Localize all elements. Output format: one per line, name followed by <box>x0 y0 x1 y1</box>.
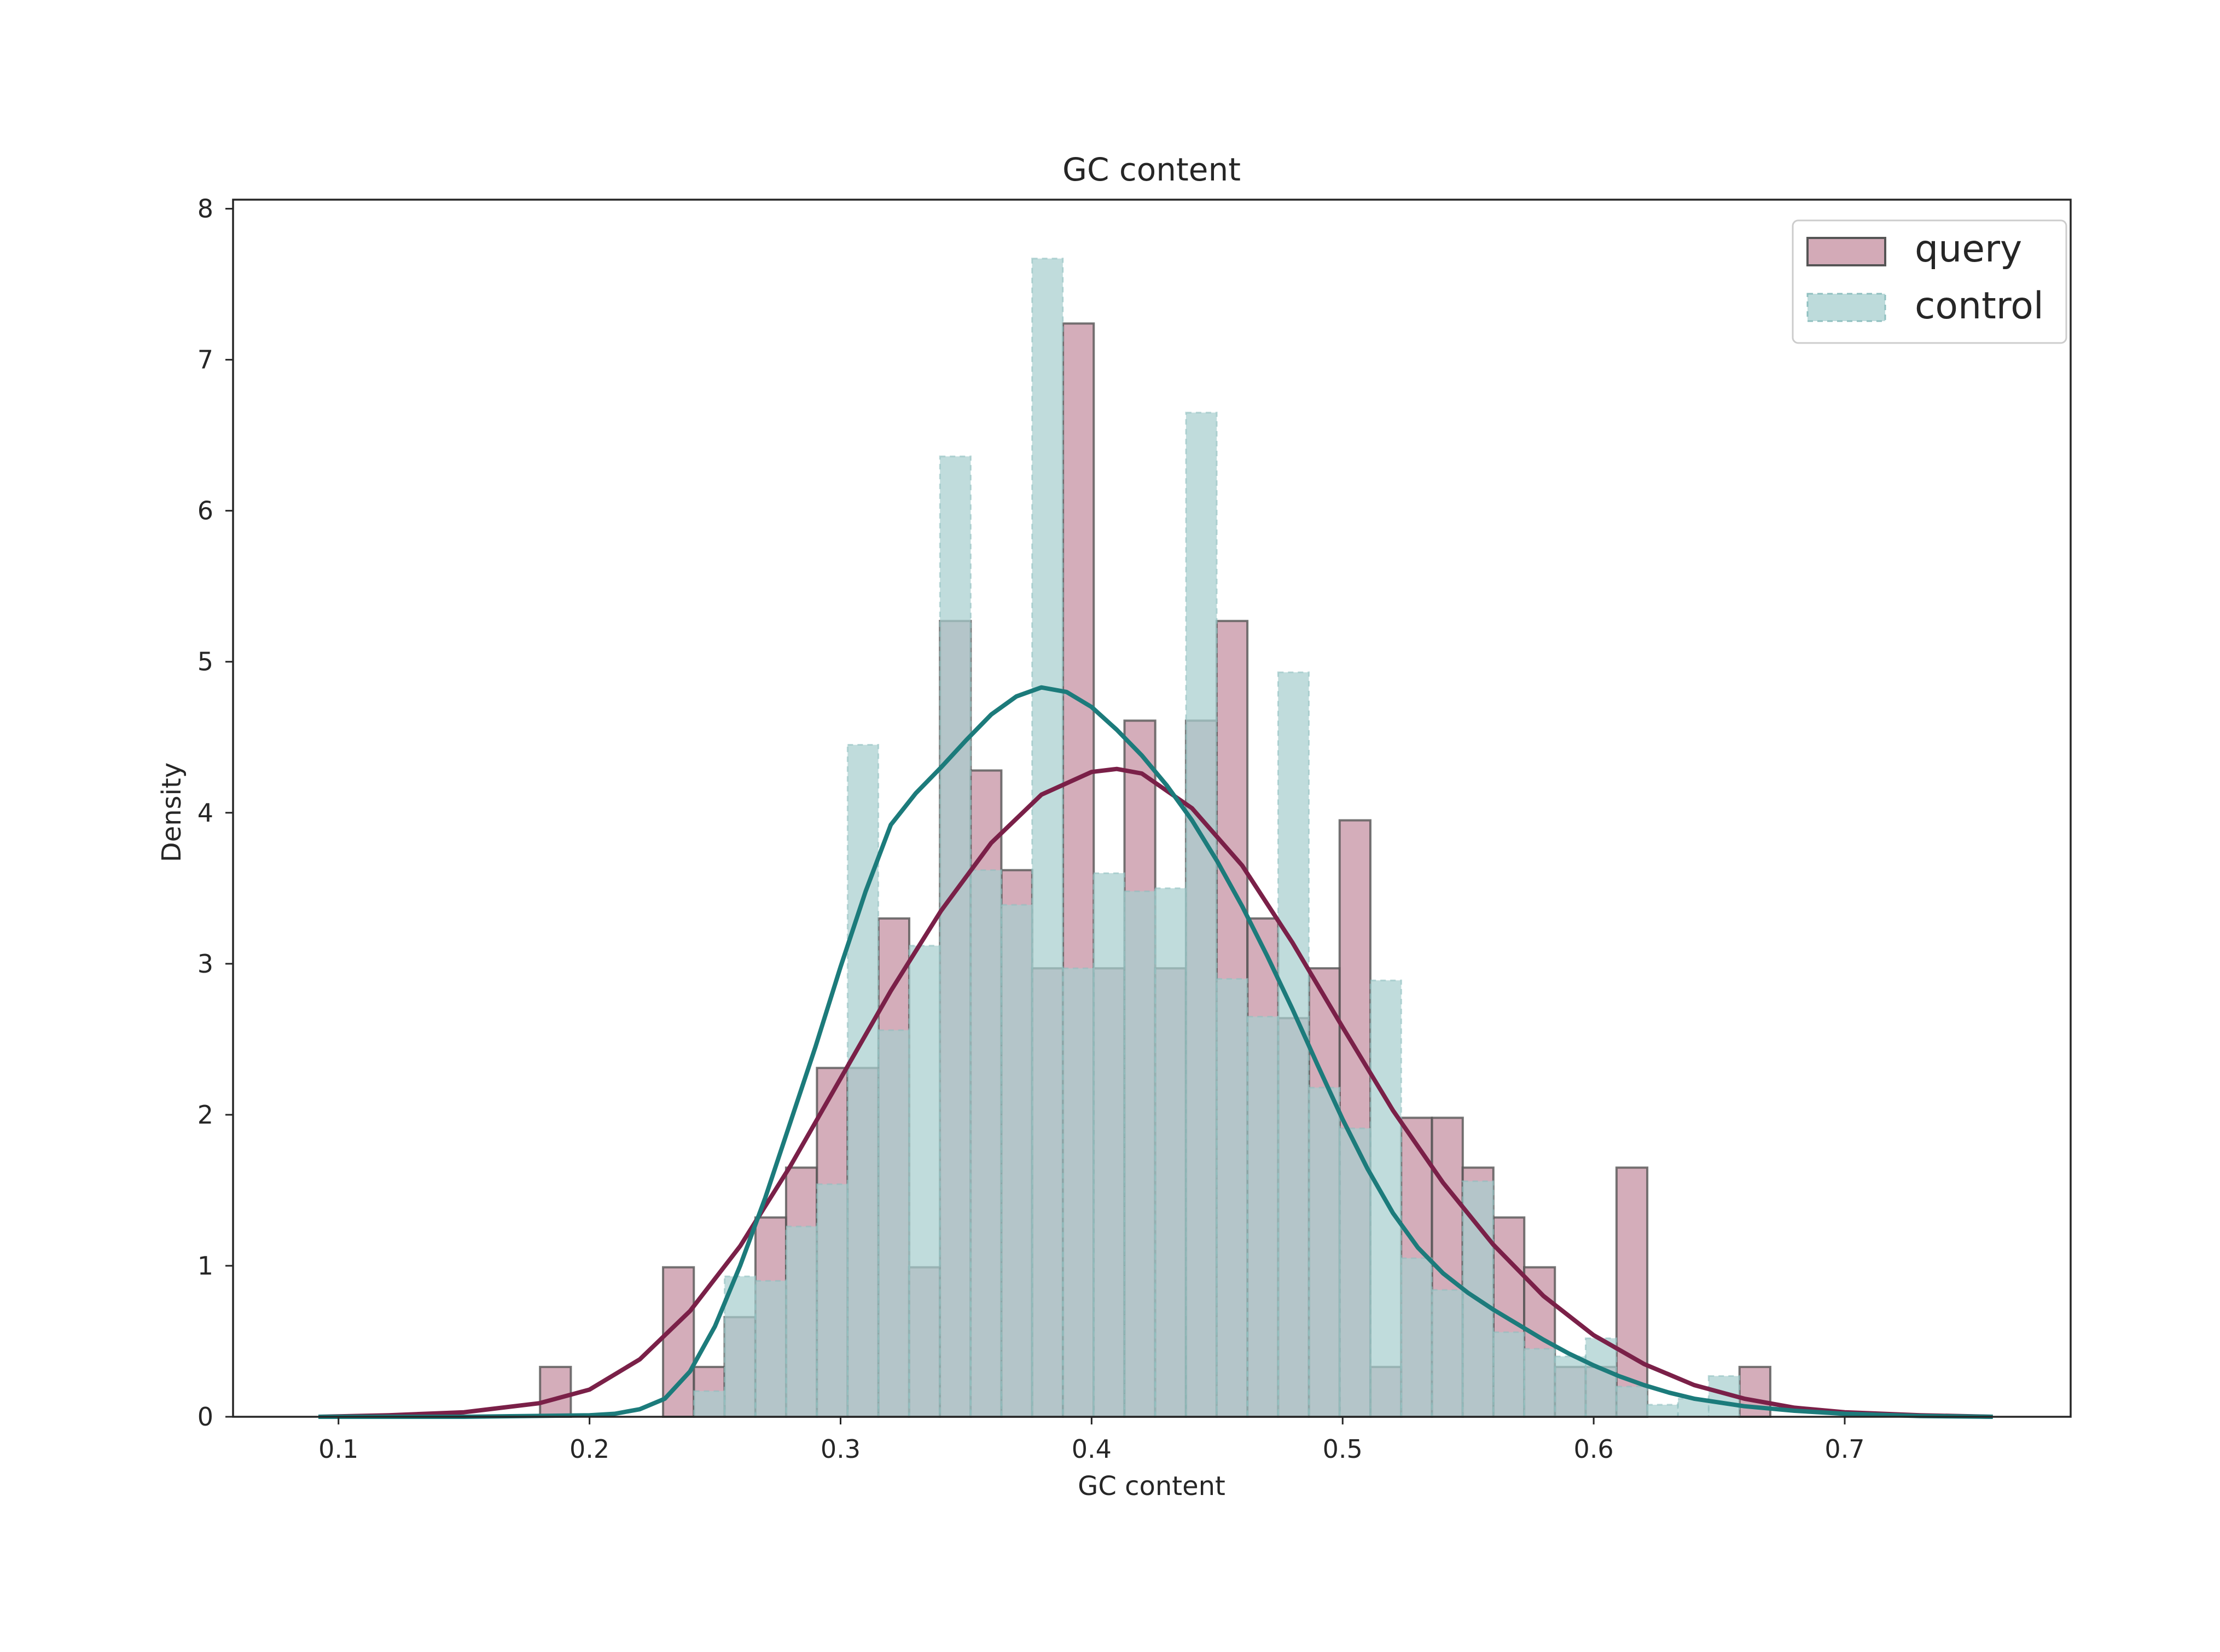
legend-label-control: control <box>1915 284 2044 328</box>
x-tick-label: 0.3 <box>821 1434 861 1464</box>
query-kde-line <box>318 766 1993 1419</box>
axes-frame <box>232 199 2072 1418</box>
control-bar <box>1646 1404 1679 1418</box>
control-bar <box>1216 978 1248 1418</box>
control-bar <box>1154 887 1187 1418</box>
legend-label-query: query <box>1915 228 2022 271</box>
control-bar <box>1339 1127 1371 1418</box>
control-bar <box>1185 411 1218 1418</box>
control-bar <box>1001 904 1033 1418</box>
control-bar <box>754 1280 787 1418</box>
x-tick-label: 0.1 <box>318 1434 358 1464</box>
y-tick-label: 3 <box>197 949 213 979</box>
y-tick-label: 7 <box>197 345 213 375</box>
legend-swatch-control <box>1806 293 1886 322</box>
control-bar <box>969 869 1002 1418</box>
control-bar <box>693 1390 726 1418</box>
x-tick-label: 0.6 <box>1574 1434 1614 1464</box>
control-bar <box>939 455 972 1418</box>
query-bar <box>539 1365 572 1418</box>
x-axis-label: GC content <box>1078 1471 1225 1502</box>
control-bar <box>785 1225 818 1418</box>
control-bar <box>1554 1356 1587 1418</box>
control-bar <box>846 744 880 1418</box>
x-tick-label: 0.2 <box>569 1434 609 1464</box>
control-bar <box>1092 872 1125 1418</box>
control-bar <box>1400 1257 1433 1418</box>
control-bar <box>1308 1086 1341 1418</box>
legend-swatch-query <box>1806 237 1886 266</box>
control-bar <box>1277 671 1310 1418</box>
control-bar <box>816 1183 849 1418</box>
control-bar <box>1523 1348 1556 1418</box>
control-bar <box>1431 1289 1464 1418</box>
y-tick-label: 6 <box>197 496 213 526</box>
control-bar <box>1062 967 1095 1418</box>
x-axis: 0.1 0.2 0.3 0.4 0.5 0.6 0.7 <box>318 1417 1865 1464</box>
control-bar <box>1615 1386 1648 1418</box>
legend: query control <box>1792 219 2067 344</box>
y-tick-label: 0 <box>197 1402 213 1432</box>
control-kde-line <box>318 685 1993 1419</box>
control-bar <box>1492 1331 1525 1418</box>
y-axis: 0 1 2 3 4 5 6 7 8 <box>197 194 233 1432</box>
x-tick-label: 0.7 <box>1824 1434 1864 1464</box>
y-tick-label: 4 <box>197 798 213 828</box>
x-tick-label: 0.4 <box>1072 1434 1112 1464</box>
y-tick-label: 2 <box>197 1100 213 1130</box>
control-bar <box>1031 258 1064 1418</box>
plot-area: 0.1 0.2 0.3 0.4 0.5 0.6 0.7 0 1 2 3 4 5 6 7 8 query contr… <box>197 194 2072 1464</box>
y-tick-label: 8 <box>197 194 213 224</box>
x-tick-label: 0.5 <box>1323 1434 1363 1464</box>
control-bar <box>1123 890 1157 1418</box>
control-bar <box>908 945 941 1418</box>
control-bar <box>1246 1015 1280 1418</box>
y-tick-label: 5 <box>197 647 213 677</box>
control-bar <box>1584 1337 1618 1418</box>
y-axis-label: Density <box>156 763 187 862</box>
chart-title: GC content <box>1062 151 1241 188</box>
y-tick-label: 1 <box>197 1251 213 1281</box>
control-bar <box>877 1029 910 1418</box>
